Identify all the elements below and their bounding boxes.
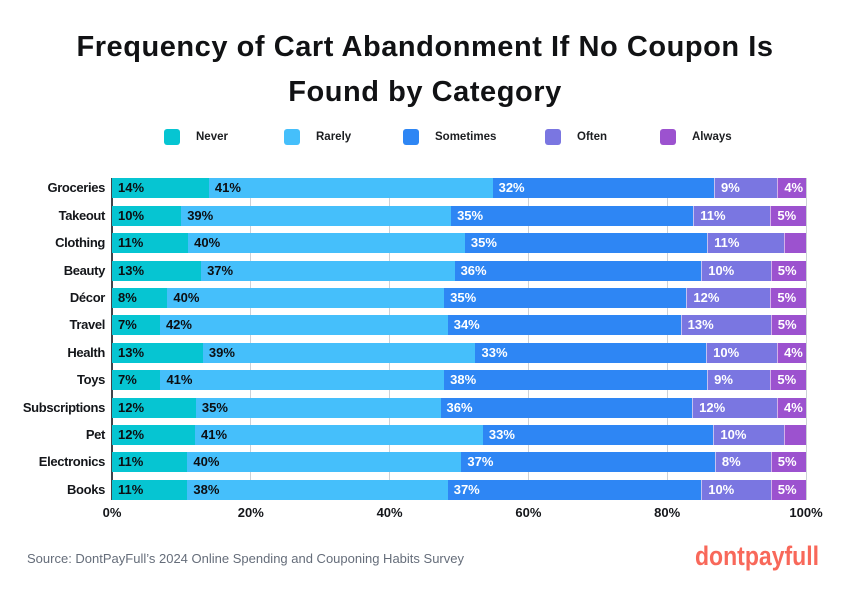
- svg-text:dontpayfull: dontpayfull: [695, 541, 819, 571]
